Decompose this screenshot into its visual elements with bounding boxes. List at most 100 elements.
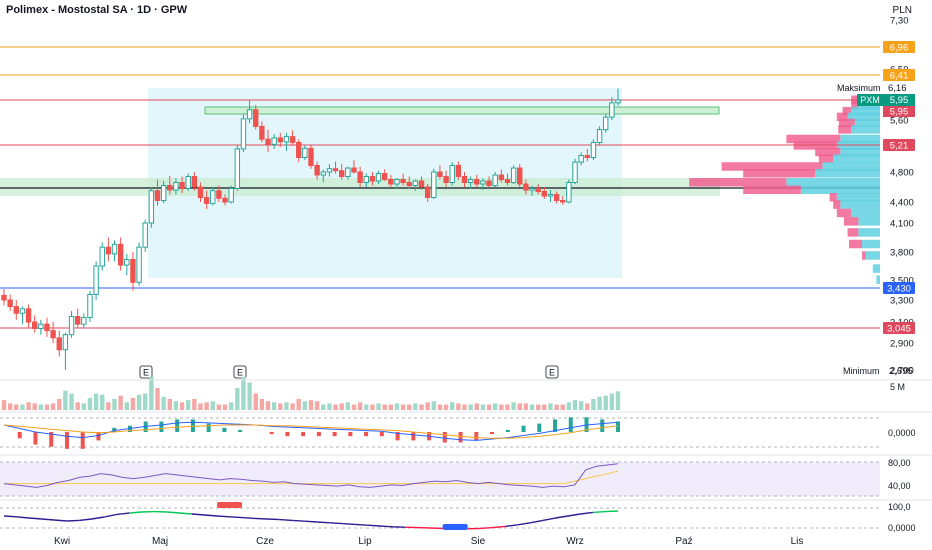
macd-histogram-bar (458, 432, 463, 443)
osc-line-segment (317, 521, 330, 524)
macd-histogram-bar (332, 432, 337, 437)
osc-line-segment (91, 516, 105, 520)
osc-line-segment (204, 514, 218, 517)
macd-histogram-bar (411, 432, 416, 441)
vp-bar-down (743, 185, 801, 194)
price-tick-label: 3,500 (890, 276, 914, 287)
osc-line-segment (29, 517, 42, 520)
vp-bar-up (876, 275, 880, 284)
candle-body (271, 137, 277, 145)
candle-body (302, 147, 308, 159)
candle-body (345, 167, 351, 178)
osc-line-segment (304, 520, 318, 523)
candle-body (228, 188, 234, 203)
macd-histogram-bar (206, 423, 211, 432)
volume-bar (523, 403, 529, 410)
volume-bar (20, 404, 25, 410)
osc-line-segment (367, 524, 380, 527)
vp-bar-down (743, 169, 816, 178)
candle-body (296, 141, 302, 159)
volume-bar (450, 402, 455, 410)
vp-bar-up (833, 154, 880, 163)
volume-bar (364, 404, 369, 410)
osc-line-segment (605, 510, 619, 513)
macd-histogram-bar (285, 432, 290, 437)
symbol-price-label: 5,95 (890, 95, 909, 106)
volume-bar (425, 402, 430, 410)
vp-bar-down (818, 154, 834, 163)
macd-histogram-bar (238, 429, 243, 432)
macd-histogram-bar (17, 432, 22, 439)
volume-bar (597, 396, 602, 410)
volume-bar (474, 403, 479, 410)
vp-bar-up (858, 228, 880, 237)
level-tag-label: 3,430 (887, 284, 911, 295)
volume-bar (357, 402, 363, 410)
volume-bar (265, 401, 271, 410)
candle-body (443, 176, 449, 183)
macd-histogram-bar (96, 432, 101, 441)
candle-body (62, 334, 69, 351)
candle-body (424, 186, 431, 198)
osc-line-segment (342, 522, 355, 526)
candle-body (517, 167, 523, 185)
candle-body (339, 170, 345, 177)
osc-line-segment (41, 518, 55, 521)
macd-histogram-bar (190, 419, 195, 432)
volume-bar (308, 400, 314, 410)
candle-body (375, 173, 382, 182)
volume-bar (585, 403, 590, 410)
level-tag-label: 6,41 (890, 71, 909, 82)
volume-bar (327, 403, 332, 410)
symbol-title[interactable]: Polimex - Mostostal SA · 1D · GPW (6, 4, 188, 16)
macd-histogram-bar (175, 419, 180, 432)
vp-bar-up (858, 217, 880, 226)
macd-histogram-bar (490, 432, 495, 435)
candle-body (437, 171, 443, 177)
time-axis: Kwi Maj Cze Lip Sie Wrz Paź Lis (54, 536, 803, 547)
osc-line-segment (542, 517, 556, 522)
volume-bar (247, 382, 252, 410)
candle-body (357, 171, 363, 183)
level-tag (883, 282, 915, 294)
currency-label[interactable]: PLN (892, 5, 912, 16)
candle-body (179, 182, 185, 189)
candle-body (25, 308, 32, 323)
macd-histogram-bar (301, 432, 306, 437)
price-tick-label: 3,300 (890, 296, 914, 307)
macd-histogram-bar (600, 419, 605, 432)
osc-axis-label-low: 0,0000 (888, 523, 916, 533)
vp-bar-down (851, 101, 859, 110)
candle-body (87, 293, 93, 319)
macd-histogram-bar (537, 423, 542, 432)
macd-histogram-bar (348, 432, 353, 437)
time-axis-label: Paź (675, 536, 692, 547)
candle-body (363, 176, 369, 183)
volume-bar (38, 404, 44, 410)
macd-histogram-bar (222, 427, 227, 432)
candle-body (81, 317, 87, 325)
last-price-label: 5,95 (890, 107, 909, 118)
level-tag (883, 139, 915, 151)
vp-bar-up (865, 251, 880, 260)
candle-body (167, 185, 173, 191)
volume-bar (333, 404, 338, 410)
vp-bar-up (840, 134, 880, 144)
candle-body (320, 171, 326, 176)
price-tick-label: 5,60 (890, 116, 909, 127)
candle-body (1, 294, 7, 301)
volume-bar (419, 404, 424, 410)
max-label: Maksimum (837, 83, 881, 93)
candle-body (203, 197, 210, 204)
level-tag (883, 41, 915, 53)
earnings-mark: E (549, 368, 555, 378)
candle-body (148, 190, 155, 224)
volume-bar (321, 404, 326, 410)
volume-bar (468, 404, 473, 410)
candle-body (486, 180, 492, 186)
volume-bar (69, 393, 74, 410)
candle-body (541, 191, 548, 197)
price-tick-label: 7,30 (890, 16, 909, 27)
osc-line-segment (517, 522, 531, 526)
